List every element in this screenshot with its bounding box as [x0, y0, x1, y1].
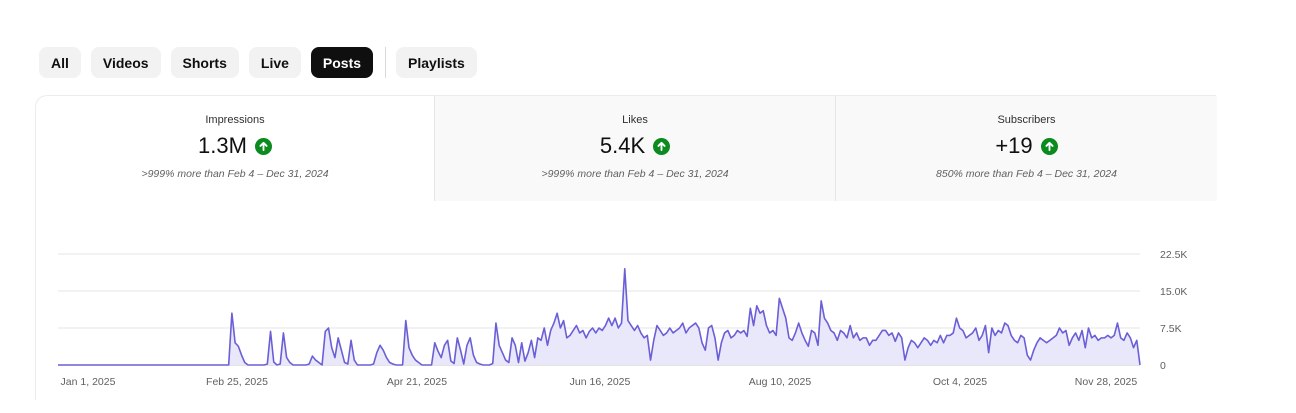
filter-chip-live[interactable]: Live — [248, 47, 301, 78]
metric-comparison: 850% more than Feb 4 – Dec 31, 2024 — [936, 168, 1117, 180]
metric-comparison: >999% more than Feb 4 – Dec 31, 2024 — [141, 168, 329, 180]
content-type-filter-bar: All Videos Shorts Live Posts Playlists — [39, 47, 487, 78]
metric-label: Likes — [622, 114, 648, 126]
metric-tabs: Impressions 1.3M >999% more than Feb 4 –… — [36, 96, 1217, 201]
metric-tab-subscribers[interactable]: Subscribers +19 850% more than Feb 4 – D… — [835, 96, 1217, 201]
metric-tab-likes[interactable]: Likes 5.4K >999% more than Feb 4 – Dec 3… — [434, 96, 835, 201]
metric-value-row: 5.4K — [599, 132, 671, 160]
arrow-up-icon — [254, 137, 272, 155]
filter-chip-posts[interactable]: Posts — [310, 47, 374, 78]
filter-chip-playlists[interactable]: Playlists — [396, 47, 477, 78]
metric-label: Impressions — [205, 114, 265, 126]
metric-value-row: +19 — [995, 132, 1058, 160]
metric-tab-impressions[interactable]: Impressions 1.3M >999% more than Feb 4 –… — [36, 96, 434, 201]
arrow-up-icon — [1040, 137, 1058, 155]
analytics-card: Impressions 1.3M >999% more than Feb 4 –… — [35, 95, 1217, 400]
metric-value: +19 — [995, 133, 1033, 158]
filter-chip-videos[interactable]: Videos — [90, 47, 161, 78]
filter-chip-shorts[interactable]: Shorts — [170, 47, 239, 78]
filter-chip-all[interactable]: All — [39, 47, 81, 78]
filter-divider — [385, 47, 387, 78]
metric-value-row: 1.3M — [198, 132, 272, 160]
arrow-up-icon — [653, 137, 671, 155]
metric-label: Subscribers — [997, 114, 1056, 126]
metric-value: 5.4K — [599, 133, 646, 158]
metric-comparison: >999% more than Feb 4 – Dec 31, 2024 — [541, 168, 729, 180]
metric-value: 1.3M — [198, 133, 247, 158]
